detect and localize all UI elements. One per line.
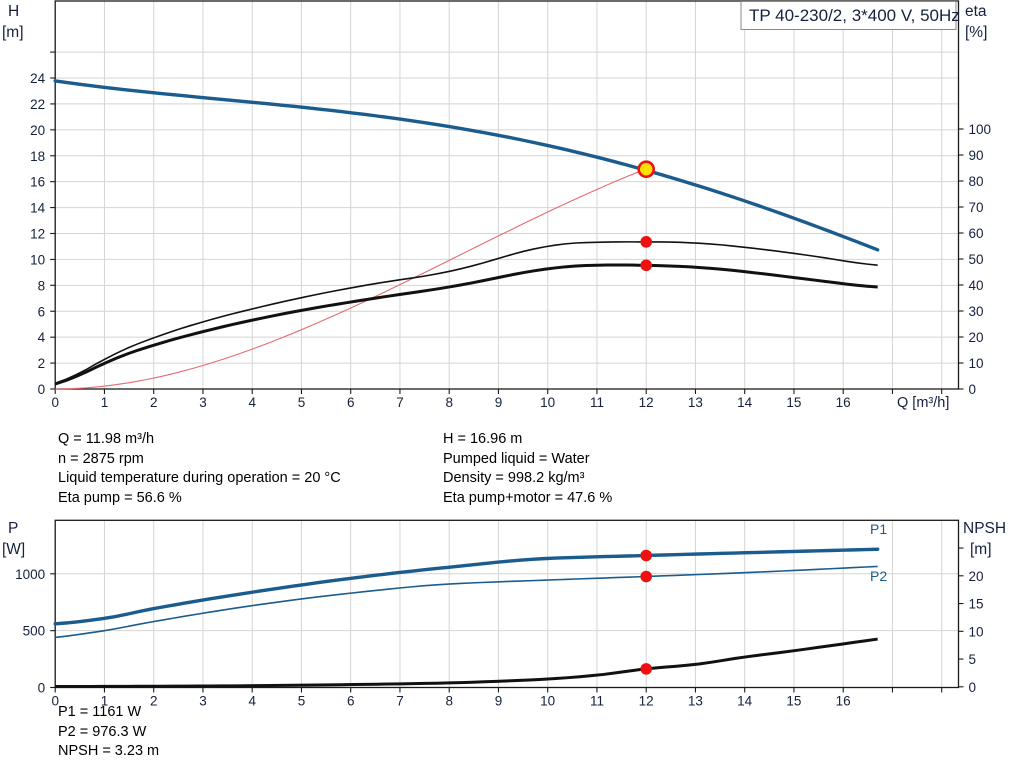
svg-text:11: 11	[590, 694, 604, 709]
svg-text:12: 12	[30, 227, 45, 242]
svg-text:60: 60	[969, 226, 984, 241]
svg-text:1: 1	[101, 395, 109, 410]
svg-text:15: 15	[969, 597, 984, 612]
svg-text:18: 18	[30, 149, 45, 164]
svg-text:8: 8	[38, 278, 46, 293]
svg-text:[m]: [m]	[2, 24, 24, 41]
svg-text:10: 10	[540, 694, 555, 709]
svg-text:16: 16	[836, 395, 851, 410]
svg-text:2: 2	[38, 356, 46, 371]
svg-text:15: 15	[786, 395, 801, 410]
svg-text:14: 14	[737, 694, 753, 709]
svg-text:8: 8	[445, 395, 453, 410]
svg-text:20: 20	[30, 123, 45, 138]
svg-text:H: H	[8, 3, 19, 20]
svg-text:0: 0	[969, 382, 977, 397]
svg-text:9: 9	[495, 694, 503, 709]
svg-text:12: 12	[639, 395, 654, 410]
svg-text:4: 4	[38, 330, 46, 345]
svg-text:5: 5	[969, 652, 977, 667]
svg-text:0: 0	[51, 395, 59, 410]
svg-text:6: 6	[347, 694, 355, 709]
svg-text:6: 6	[38, 304, 46, 319]
svg-text:50: 50	[969, 252, 984, 267]
svg-text:15: 15	[786, 694, 801, 709]
svg-text:5: 5	[298, 395, 306, 410]
svg-text:24: 24	[30, 71, 46, 86]
svg-text:80: 80	[969, 174, 984, 189]
svg-text:0: 0	[969, 680, 977, 695]
svg-text:4: 4	[248, 694, 256, 709]
svg-text:14: 14	[737, 395, 753, 410]
svg-text:20: 20	[969, 330, 984, 345]
svg-text:P2: P2	[870, 568, 887, 584]
svg-text:10: 10	[30, 252, 45, 267]
svg-text:5: 5	[298, 694, 306, 709]
svg-text:1000: 1000	[15, 567, 45, 582]
svg-text:14: 14	[30, 201, 46, 216]
svg-text:500: 500	[23, 624, 46, 639]
svg-text:TP 40-230/2, 3*400 V, 50Hz: TP 40-230/2, 3*400 V, 50Hz	[749, 6, 960, 25]
svg-text:13: 13	[688, 395, 703, 410]
svg-text:[%]: [%]	[965, 24, 987, 41]
svg-text:16: 16	[30, 175, 45, 190]
svg-text:P1: P1	[870, 521, 887, 537]
svg-text:6: 6	[347, 395, 355, 410]
svg-text:10: 10	[540, 395, 555, 410]
svg-text:[W]: [W]	[2, 541, 25, 558]
svg-text:16: 16	[836, 694, 851, 709]
svg-text:2: 2	[150, 395, 158, 410]
svg-text:20: 20	[969, 569, 984, 584]
svg-text:7: 7	[396, 395, 404, 410]
svg-text:4: 4	[248, 395, 256, 410]
svg-text:0: 0	[38, 382, 46, 397]
svg-text:22: 22	[30, 97, 45, 112]
svg-text:30: 30	[969, 304, 984, 319]
svg-text:100: 100	[969, 122, 992, 137]
svg-text:40: 40	[969, 278, 984, 293]
svg-text:10: 10	[969, 356, 984, 371]
svg-text:eta: eta	[965, 3, 987, 20]
svg-text:3: 3	[199, 694, 207, 709]
svg-text:Q [m³/h]: Q [m³/h]	[897, 395, 949, 411]
svg-text:11: 11	[590, 395, 604, 410]
svg-text:8: 8	[445, 694, 453, 709]
svg-text:P: P	[8, 520, 18, 537]
svg-text:10: 10	[969, 624, 984, 639]
svg-text:0: 0	[38, 681, 46, 696]
svg-text:90: 90	[969, 148, 984, 163]
svg-text:3: 3	[199, 395, 207, 410]
svg-text:13: 13	[688, 694, 703, 709]
svg-text:9: 9	[495, 395, 503, 410]
svg-text:70: 70	[969, 200, 984, 215]
svg-text:7: 7	[396, 694, 404, 709]
svg-text:12: 12	[639, 694, 654, 709]
svg-text:NPSH: NPSH	[963, 520, 1006, 537]
svg-text:[m]: [m]	[970, 541, 992, 558]
